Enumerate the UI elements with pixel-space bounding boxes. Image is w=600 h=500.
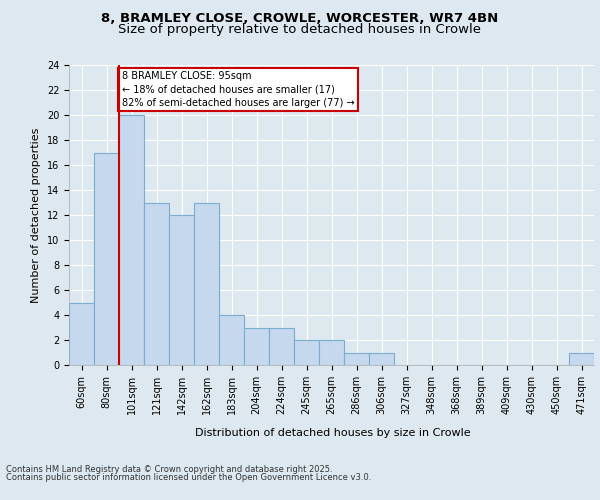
Bar bbox=[269, 328, 294, 365]
Text: 8 BRAMLEY CLOSE: 95sqm
← 18% of detached houses are smaller (17)
82% of semi-det: 8 BRAMLEY CLOSE: 95sqm ← 18% of detached… bbox=[121, 71, 354, 108]
Bar bbox=[244, 328, 269, 365]
Text: Size of property relative to detached houses in Crowle: Size of property relative to detached ho… bbox=[119, 22, 482, 36]
Bar bbox=[319, 340, 344, 365]
Bar bbox=[569, 352, 594, 365]
Bar bbox=[369, 352, 394, 365]
Text: Contains HM Land Registry data © Crown copyright and database right 2025.: Contains HM Land Registry data © Crown c… bbox=[6, 465, 332, 474]
Text: 8, BRAMLEY CLOSE, CROWLE, WORCESTER, WR7 4BN: 8, BRAMLEY CLOSE, CROWLE, WORCESTER, WR7… bbox=[101, 12, 499, 26]
Text: Contains public sector information licensed under the Open Government Licence v3: Contains public sector information licen… bbox=[6, 472, 371, 482]
Bar bbox=[344, 352, 369, 365]
Bar bbox=[144, 202, 169, 365]
Bar bbox=[69, 302, 94, 365]
Bar bbox=[194, 202, 219, 365]
Y-axis label: Number of detached properties: Number of detached properties bbox=[31, 128, 41, 302]
Bar bbox=[94, 152, 119, 365]
Bar bbox=[219, 315, 244, 365]
Bar bbox=[169, 215, 194, 365]
Bar bbox=[294, 340, 319, 365]
Text: Distribution of detached houses by size in Crowle: Distribution of detached houses by size … bbox=[195, 428, 471, 438]
Bar bbox=[119, 115, 144, 365]
